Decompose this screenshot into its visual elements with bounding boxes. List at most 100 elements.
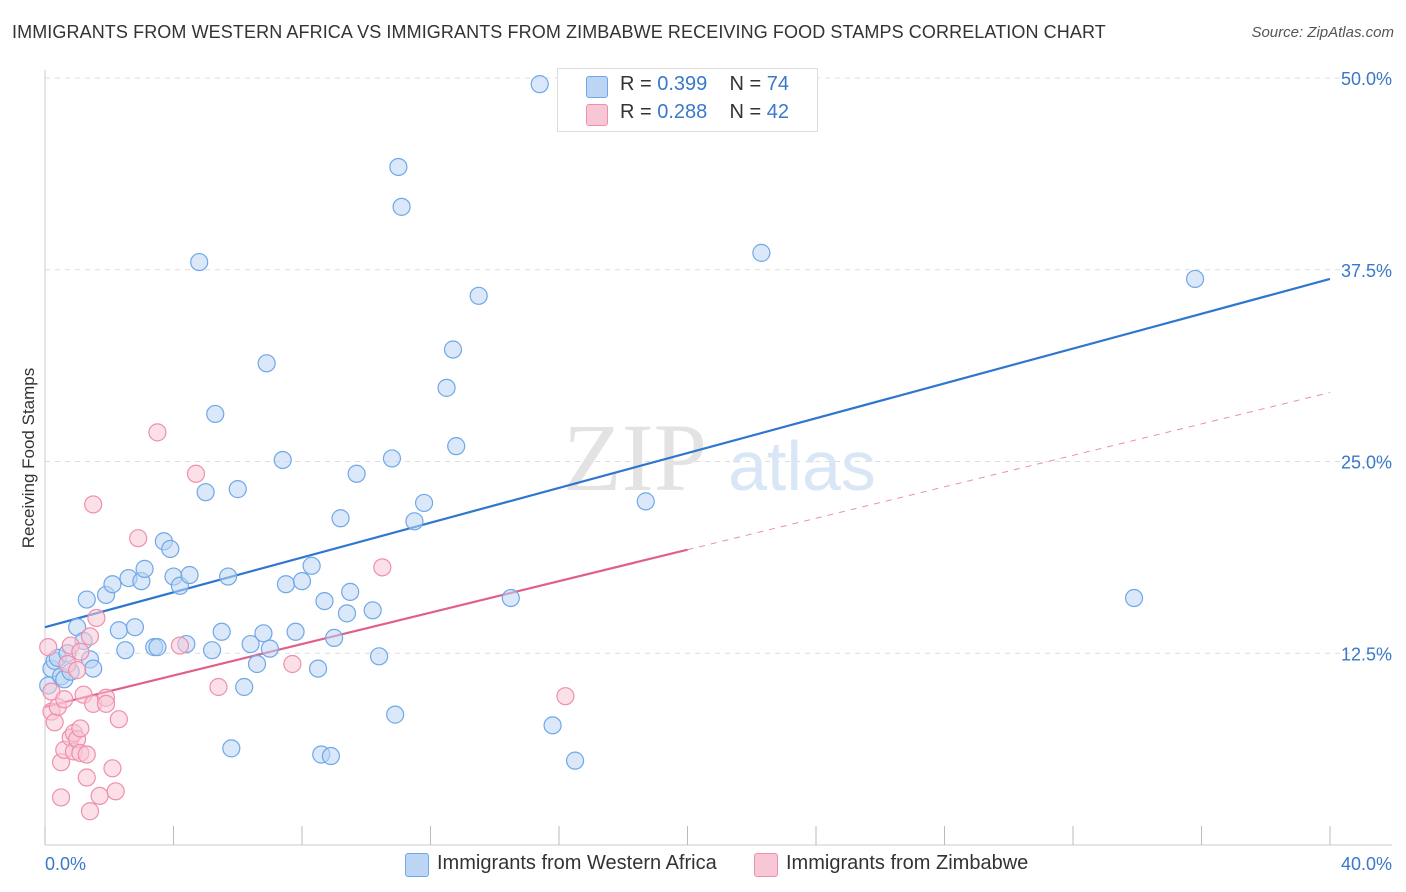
- point-zimbabwe: [71, 642, 90, 661]
- point-western-africa: [1185, 269, 1205, 289]
- point-western-africa: [315, 591, 334, 611]
- n-label: N =: [729, 101, 767, 123]
- point-zimbabwe: [129, 529, 148, 548]
- correlation-legend: R = 0.399 N = 74 R = 0.288 N = 42: [557, 68, 818, 132]
- point-western-africa: [363, 601, 382, 620]
- axes: [44, 70, 1392, 846]
- watermark-atlas: atlas: [728, 427, 876, 505]
- point-zimbabwe: [84, 495, 103, 514]
- point-western-africa: [254, 624, 273, 643]
- point-zimbabwe: [71, 719, 90, 738]
- y-tick-label: 12.5%: [1341, 644, 1392, 664]
- point-western-africa: [190, 252, 209, 272]
- point-zimbabwe: [170, 636, 190, 655]
- point-western-africa: [228, 480, 247, 499]
- legend-swatch-pink: [586, 104, 608, 126]
- n-label: N =: [729, 73, 767, 95]
- watermark-zip: ZIP: [563, 404, 707, 511]
- point-western-africa: [273, 450, 292, 470]
- point-western-africa: [241, 634, 260, 654]
- x-tick-label: 0.0%: [45, 854, 86, 874]
- point-western-africa: [386, 705, 405, 724]
- point-western-africa: [752, 243, 771, 262]
- point-western-africa: [292, 572, 312, 591]
- point-western-africa: [148, 638, 167, 657]
- point-western-africa: [206, 404, 225, 424]
- point-western-africa: [196, 483, 215, 502]
- point-western-africa: [543, 716, 562, 735]
- trend-line-zimbabwe: [44, 548, 688, 709]
- point-zimbabwe: [209, 677, 228, 697]
- point-western-africa: [469, 286, 488, 305]
- point-western-africa: [308, 659, 328, 678]
- point-zimbabwe: [90, 786, 109, 806]
- point-western-africa: [109, 621, 128, 640]
- point-western-africa: [116, 641, 135, 660]
- point-western-africa: [77, 590, 96, 609]
- n-value: 42: [766, 101, 790, 123]
- point-zimbabwe: [51, 788, 71, 807]
- point-western-africa: [325, 628, 344, 648]
- grid-lines: [45, 77, 1392, 654]
- point-zimbabwe: [80, 802, 100, 821]
- point-zimbabwe: [39, 638, 58, 657]
- point-western-africa: [276, 575, 296, 594]
- r-value: 0.399: [657, 73, 708, 95]
- point-western-africa: [341, 582, 360, 601]
- point-western-africa: [443, 340, 463, 359]
- watermark: ZIP atlas: [563, 404, 876, 511]
- r-value: 0.288: [657, 101, 708, 123]
- point-zimbabwe: [148, 423, 167, 442]
- point-western-africa: [286, 622, 305, 641]
- point-western-africa: [125, 618, 145, 637]
- r-label: R =: [620, 101, 658, 123]
- trend-line-zimbabwe-extrapolated: [687, 391, 1331, 551]
- point-western-africa: [437, 378, 456, 397]
- point-western-africa: [636, 492, 655, 511]
- point-western-africa: [1124, 588, 1144, 608]
- point-western-africa: [389, 157, 408, 177]
- data-points: [39, 75, 1205, 821]
- point-zimbabwe: [109, 710, 128, 729]
- tick-labels: 12.5% 25.0% 37.5% 50.0% 0.0% 40.0%: [45, 69, 1392, 874]
- point-zimbabwe: [87, 608, 106, 628]
- n-value: 74: [766, 73, 790, 95]
- point-western-africa: [337, 604, 357, 623]
- point-western-africa: [370, 647, 389, 666]
- point-zimbabwe: [283, 654, 302, 674]
- chart-source: Source: ZipAtlas.com: [1251, 24, 1394, 41]
- point-zimbabwe: [103, 759, 122, 778]
- legend-swatch-blue: [405, 853, 429, 877]
- point-western-africa: [414, 493, 434, 513]
- point-western-africa: [382, 449, 402, 468]
- trend-lines: [44, 277, 1331, 709]
- point-zimbabwe: [55, 690, 74, 709]
- point-western-africa: [565, 751, 585, 770]
- x-tick-label: 40.0%: [1341, 854, 1392, 874]
- legend-swatch-pink: [754, 853, 778, 877]
- point-western-africa: [103, 575, 122, 594]
- point-western-africa: [347, 464, 366, 483]
- point-zimbabwe: [556, 687, 575, 706]
- legend-label: Immigrants from Zimbabwe: [786, 852, 1029, 874]
- y-tick-label: 25.0%: [1341, 453, 1392, 473]
- legend-swatch-blue: [586, 76, 608, 98]
- point-western-africa: [302, 556, 321, 575]
- point-zimbabwe: [68, 661, 87, 680]
- point-zimbabwe: [186, 464, 206, 483]
- point-western-africa: [212, 622, 231, 641]
- point-western-africa: [501, 588, 520, 608]
- point-western-africa: [161, 539, 180, 559]
- point-zimbabwe: [77, 745, 96, 764]
- point-western-africa: [331, 509, 350, 528]
- point-western-africa: [180, 565, 199, 585]
- r-label: R =: [620, 73, 658, 95]
- point-western-africa: [135, 559, 154, 578]
- point-western-africa: [447, 437, 466, 456]
- point-western-africa: [257, 354, 276, 373]
- point-western-africa: [219, 567, 238, 586]
- point-western-africa: [84, 659, 103, 678]
- point-western-africa: [222, 739, 241, 758]
- point-zimbabwe: [80, 627, 100, 646]
